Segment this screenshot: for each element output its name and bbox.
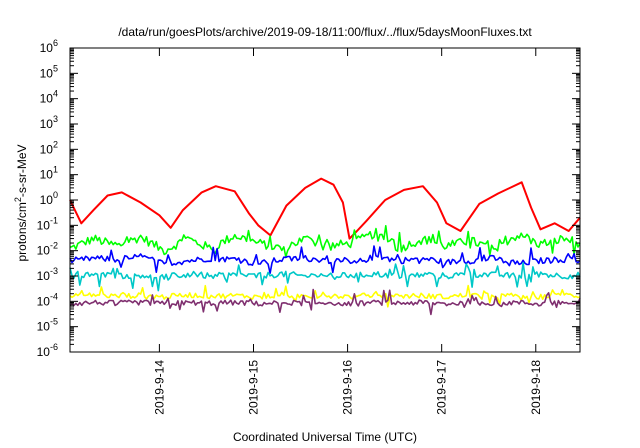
x-tick-label: 2019-9-18 xyxy=(529,360,543,415)
y-tick-exponent: 2 xyxy=(53,139,58,149)
y-tick-exponent: 6 xyxy=(53,38,58,48)
y-tick-label: 103 xyxy=(40,114,58,131)
y-tick-label: 104 xyxy=(40,89,58,106)
y-tick-exponent: 4 xyxy=(53,89,58,99)
y-tick-exponent: 5 xyxy=(53,63,58,73)
y-tick-exponent: -6 xyxy=(50,342,58,352)
y-tick-base: 10 xyxy=(37,269,51,283)
series-layer xyxy=(69,177,581,316)
y-tick-base: 10 xyxy=(37,218,51,232)
y-tick-label: 106 xyxy=(40,38,58,55)
y-tick-exponent: -1 xyxy=(50,215,58,225)
x-axis-label: Coordinated Universal Time (UTC) xyxy=(233,430,417,444)
y-tick-label: 101 xyxy=(40,165,58,182)
y-tick-base: 10 xyxy=(40,168,54,182)
y-tick-exponent: -2 xyxy=(50,241,58,251)
y-axis: 10-610-510-410-310-210-11001011021031041… xyxy=(37,38,580,359)
y-tick-label: 100 xyxy=(40,190,58,207)
y-tick-label: 10-3 xyxy=(37,266,58,283)
y-tick-base: 10 xyxy=(40,142,54,156)
y-tick-label: 10-2 xyxy=(37,241,58,258)
series-line-5 xyxy=(69,288,581,316)
y-tick-base: 10 xyxy=(37,320,51,334)
x-tick-label: 2019-9-14 xyxy=(152,360,166,415)
x-tick-label: 2019-9-17 xyxy=(435,360,449,415)
y-tick-base: 10 xyxy=(40,193,54,207)
y-tick-label: 102 xyxy=(40,139,58,156)
y-tick-label: 10-5 xyxy=(37,317,58,334)
x-tick-label: 2019-9-16 xyxy=(341,360,355,415)
y-tick-base: 10 xyxy=(40,92,54,106)
y-axis-label-main: protons/cm xyxy=(15,202,29,261)
y-tick-label: 10-4 xyxy=(37,291,58,308)
y-tick-base: 10 xyxy=(40,66,54,80)
y-tick-base: 10 xyxy=(40,41,54,55)
y-tick-exponent: -3 xyxy=(50,266,58,276)
x-axis: 2019-9-14 2019-9-15 2019-9-16 2019-9-17 2019… xyxy=(152,48,543,415)
y-tick-base: 10 xyxy=(37,244,51,258)
chart-title: /data/run/goesPlots/archive/2019-09-18/1… xyxy=(118,25,532,39)
y-tick-base: 10 xyxy=(40,117,54,131)
series-line-1 xyxy=(69,225,581,258)
y-tick-exponent: 1 xyxy=(53,165,58,175)
y-tick-label: 105 xyxy=(40,63,58,80)
y-tick-exponent: -5 xyxy=(50,317,58,327)
series-line-0 xyxy=(69,177,581,240)
x-tick-label: 2019-9-15 xyxy=(246,360,260,415)
y-tick-base: 10 xyxy=(37,294,51,308)
y-tick-exponent: -4 xyxy=(50,291,58,301)
y-axis-label: protons/cm2-s-sr-MeV xyxy=(13,144,29,261)
y-axis-label-sup: 2 xyxy=(13,197,23,202)
plot-frame xyxy=(69,47,581,353)
y-tick-exponent: 0 xyxy=(53,190,58,200)
series-line-3 xyxy=(69,262,581,292)
y-axis-label-rest: -s-sr-MeV xyxy=(15,144,29,197)
series-line-2 xyxy=(69,245,581,274)
y-tick-label: 10-6 xyxy=(37,342,58,359)
y-tick-base: 10 xyxy=(37,345,51,359)
y-tick-label: 10-1 xyxy=(37,215,58,232)
y-tick-exponent: 3 xyxy=(53,114,58,124)
